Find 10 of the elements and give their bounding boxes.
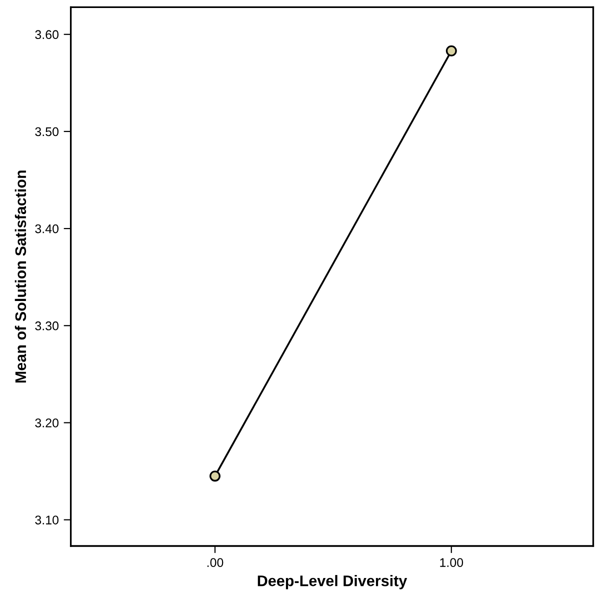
y-tick-label: 3.10 <box>35 516 59 524</box>
y-tick-label: 3.50 <box>35 127 59 136</box>
y-tick-label: 3.30 <box>35 321 59 330</box>
y-tick-label: 3.20 <box>35 418 59 428</box>
x-tick-label: 1.00 <box>440 558 464 567</box>
y-tick-label: 3.40 <box>35 224 59 234</box>
y-tick-label: 3.60 <box>35 30 59 40</box>
y-axis-title: Mean of Solution Satisfaction <box>14 170 26 383</box>
x-tick-label: .00 <box>207 558 224 567</box>
x-axis-title: Deep-Level Diversity <box>258 575 408 590</box>
